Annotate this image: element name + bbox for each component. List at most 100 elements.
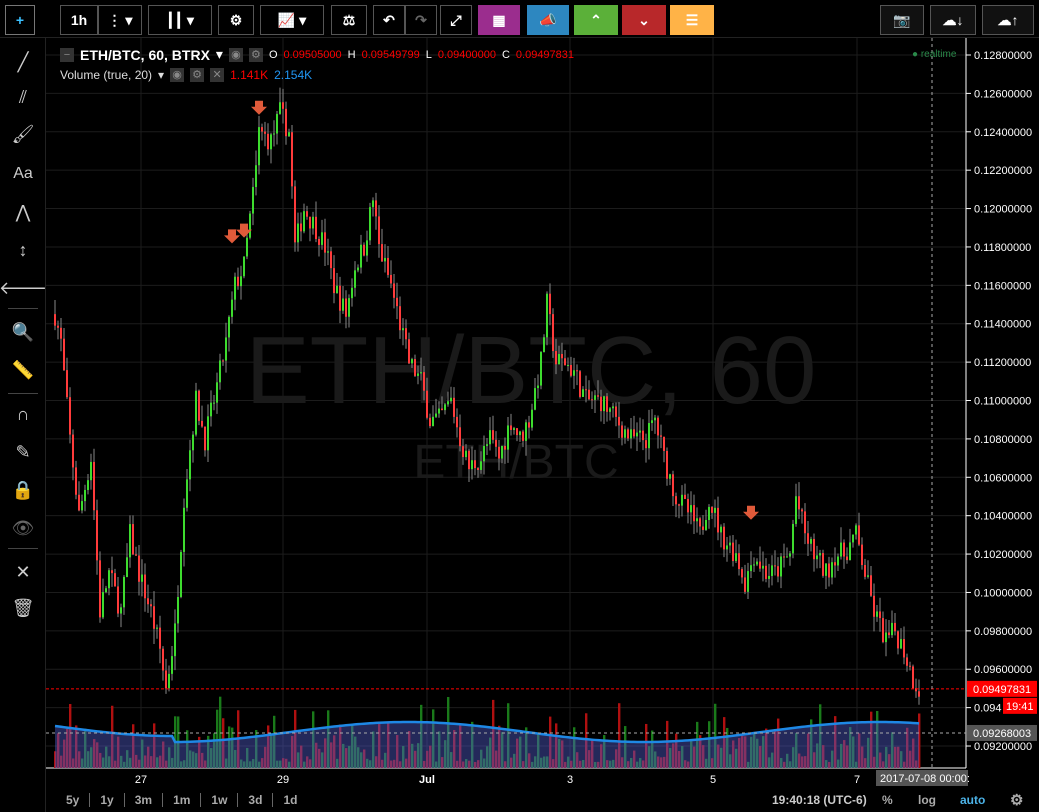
zoom-icon[interactable]: 🔍 — [11, 321, 35, 342]
chart-type-button[interactable]: ┃┃ ▾ — [148, 5, 212, 35]
arrow-icon[interactable]: 🡐 — [0, 277, 48, 298]
candle-body — [309, 216, 311, 229]
indicators-button[interactable]: 📈 ▾ — [260, 5, 324, 35]
down-button[interactable]: ⌄ — [622, 5, 666, 35]
volume-bar — [567, 756, 570, 768]
volume-bar — [312, 711, 315, 768]
candle-body — [771, 565, 773, 576]
gear-icon[interactable]: ⚙ — [248, 47, 263, 62]
candle-body — [441, 408, 443, 411]
volume-bar — [213, 733, 216, 768]
range-3d[interactable]: 3d — [238, 793, 274, 807]
ruler-icon[interactable]: 📏 — [11, 359, 35, 380]
candle-body — [141, 574, 143, 582]
candle-body — [462, 446, 464, 458]
announce-button[interactable]: 📣 — [527, 5, 569, 35]
symbol-title[interactable]: ETH/BTC, 60, BTRX — [80, 46, 210, 63]
auto-toggle[interactable]: auto — [960, 793, 986, 807]
load-button[interactable]: ☁↓ — [930, 5, 976, 35]
redo-button[interactable]: ↷ — [405, 5, 437, 35]
volume-bar — [882, 761, 885, 768]
volume-bar — [903, 761, 906, 768]
candle-body — [666, 450, 668, 479]
candle-body — [132, 524, 134, 555]
candle-body — [702, 526, 704, 530]
candle-body — [102, 592, 104, 618]
top-toolbar: + 1h ⋮ ▾ ┃┃ ▾ ⚙ 📈 ▾ ⚖ ↶ ↷ ⤢ ▦ 📣 ⌃ ⌄ ☰ 📷 … — [0, 0, 1039, 38]
volume-bar — [57, 733, 60, 768]
candle-body — [759, 561, 761, 569]
volume-bar — [888, 754, 891, 768]
candle-body — [909, 665, 911, 667]
visibility-icon[interactable]: ◉ — [170, 68, 185, 82]
pencil-icon[interactable]: ✎ — [15, 441, 31, 462]
volume-bar — [390, 760, 393, 768]
candle-body — [687, 499, 689, 513]
gear-icon[interactable]: ⚙ — [190, 68, 205, 82]
percent-toggle[interactable]: % — [882, 793, 893, 807]
brush-icon[interactable]: 🖌 — [11, 123, 35, 144]
range-1d[interactable]: 1d — [283, 793, 298, 807]
binance-button[interactable]: ▦ — [478, 5, 520, 35]
candle-body — [390, 274, 392, 284]
candle-body — [600, 396, 602, 412]
candle-body — [159, 627, 161, 649]
tools-icon[interactable]: ✕ — [15, 561, 31, 582]
measure-icon[interactable]: ↕ — [18, 239, 28, 260]
pattern-icon[interactable]: ⋀ — [15, 201, 31, 222]
candle-body — [324, 232, 326, 253]
undo-button[interactable]: ↶ — [373, 5, 405, 35]
candle-body — [120, 607, 122, 614]
range-1m[interactable]: 1m — [163, 793, 202, 807]
volume-bar — [138, 759, 141, 768]
trash-icon[interactable]: 🗑 — [11, 597, 35, 618]
list-button[interactable]: ☰ — [670, 5, 714, 35]
log-toggle[interactable]: log — [918, 793, 936, 807]
snapshot-button[interactable]: 📷 — [880, 5, 924, 35]
fib-icon[interactable]: ⫽ — [18, 86, 28, 107]
volume-bar — [621, 757, 624, 768]
trend-line-icon[interactable]: ╱ — [17, 51, 29, 72]
candle-body — [816, 555, 818, 560]
gear-icon[interactable]: ⚙ — [1010, 792, 1024, 809]
candle-body — [357, 267, 359, 271]
volume-title[interactable]: Volume (true, 20) — [60, 68, 153, 82]
range-5y[interactable]: 5y — [56, 793, 91, 807]
volume-bar — [162, 741, 165, 768]
scales-icon: ⚖ — [342, 11, 356, 28]
up-button[interactable]: ⌃ — [574, 5, 618, 35]
price-chart[interactable]: 0.12800000 0.12600000 0.12400000 0.12200000… — [46, 38, 1039, 788]
volume-bar — [153, 723, 156, 768]
save-button[interactable]: ☁↑ — [982, 5, 1034, 35]
candle-body — [177, 596, 179, 624]
text-icon[interactable]: Aa — [13, 165, 33, 182]
price-label: 0.10400000 — [974, 511, 1032, 523]
volume-bar — [99, 752, 102, 768]
interval-dropdown[interactable]: ⋮ ▾ — [98, 5, 142, 35]
visibility-icon[interactable]: ◉ — [228, 47, 243, 62]
candle-body — [405, 328, 407, 340]
range-1y[interactable]: 1y — [90, 793, 125, 807]
range-3m[interactable]: 3m — [125, 793, 164, 807]
eye-hide-icon[interactable]: 👁 — [11, 517, 35, 538]
interval-button[interactable]: 1h — [60, 5, 98, 35]
close-icon[interactable]: ✕ — [210, 68, 225, 82]
volume-bar — [192, 751, 195, 768]
compare-button[interactable]: ⚖ — [331, 5, 367, 35]
collapse-icon[interactable]: − — [60, 47, 74, 62]
magnet-icon[interactable]: ∩ — [16, 403, 30, 424]
candle-body — [837, 556, 839, 566]
candle-body — [564, 358, 566, 366]
crosshair-button[interactable]: + — [5, 5, 35, 35]
fullscreen-button[interactable]: ⤢ — [440, 5, 472, 35]
settings-button[interactable]: ⚙ — [218, 5, 254, 35]
volume-bar — [879, 752, 882, 768]
candle-body — [225, 337, 227, 361]
volume-bar — [687, 761, 690, 768]
range-1w[interactable]: 1w — [201, 793, 239, 807]
candle-body — [312, 216, 314, 229]
candle-body — [843, 542, 845, 557]
volume-bar — [654, 751, 657, 768]
lock-icon[interactable]: 🔒 — [11, 479, 35, 500]
volume-bar — [741, 735, 744, 768]
